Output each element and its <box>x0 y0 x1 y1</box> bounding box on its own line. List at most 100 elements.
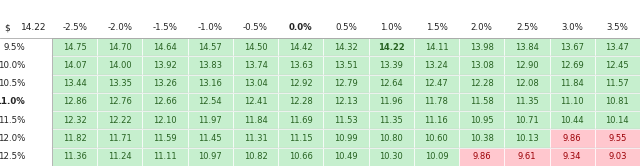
Text: 9.34: 9.34 <box>563 152 581 161</box>
Text: 3.0%: 3.0% <box>561 24 583 33</box>
Bar <box>414 129 459 148</box>
Text: 9.86: 9.86 <box>563 134 582 143</box>
Bar <box>504 129 550 148</box>
Bar <box>414 56 459 75</box>
Bar <box>97 111 143 129</box>
Text: 3.5%: 3.5% <box>607 24 628 33</box>
Text: 13.74: 13.74 <box>244 61 268 70</box>
Bar <box>278 111 323 129</box>
Text: 11.84: 11.84 <box>560 79 584 88</box>
Text: 13.26: 13.26 <box>153 79 177 88</box>
Text: 1.5%: 1.5% <box>426 24 447 33</box>
Text: 12.64: 12.64 <box>380 79 403 88</box>
Text: 10.0%: 10.0% <box>0 61 25 70</box>
Bar <box>323 148 369 166</box>
Text: 11.96: 11.96 <box>380 97 403 107</box>
Text: 10.60: 10.60 <box>424 134 449 143</box>
Bar <box>97 38 143 56</box>
Text: 11.78: 11.78 <box>424 97 449 107</box>
Text: 11.15: 11.15 <box>289 134 312 143</box>
Bar <box>504 38 550 56</box>
Text: 11.35: 11.35 <box>380 116 403 125</box>
Text: 10.5%: 10.5% <box>0 79 25 88</box>
Bar <box>459 111 504 129</box>
Bar <box>52 56 97 75</box>
Text: 13.83: 13.83 <box>198 61 222 70</box>
Text: 10.95: 10.95 <box>470 116 493 125</box>
Text: 12.13: 12.13 <box>334 97 358 107</box>
Bar <box>459 38 504 56</box>
Text: 12.08: 12.08 <box>515 79 539 88</box>
Text: 10.44: 10.44 <box>561 116 584 125</box>
Bar <box>550 75 595 93</box>
Bar <box>188 56 233 75</box>
Bar <box>233 75 278 93</box>
Bar <box>52 38 640 166</box>
Text: 13.63: 13.63 <box>289 61 313 70</box>
Bar <box>369 75 414 93</box>
Bar <box>323 129 369 148</box>
Text: 14.75: 14.75 <box>63 43 86 52</box>
Bar <box>278 56 323 75</box>
Text: 10.30: 10.30 <box>380 152 403 161</box>
Bar <box>0 56 52 75</box>
Text: $: $ <box>4 24 10 33</box>
Text: 13.92: 13.92 <box>153 61 177 70</box>
Bar <box>414 93 459 111</box>
Text: 11.0%: 11.0% <box>0 97 25 107</box>
Text: 13.84: 13.84 <box>515 43 539 52</box>
Text: 0.5%: 0.5% <box>335 24 357 33</box>
Bar <box>369 38 414 56</box>
Bar <box>369 93 414 111</box>
Text: 11.31: 11.31 <box>244 134 268 143</box>
Bar <box>0 75 52 93</box>
Text: 10.38: 10.38 <box>470 134 493 143</box>
Text: 13.44: 13.44 <box>63 79 86 88</box>
Bar <box>0 129 52 148</box>
Bar <box>97 148 143 166</box>
Text: 13.16: 13.16 <box>198 79 222 88</box>
Text: 13.51: 13.51 <box>334 61 358 70</box>
Text: 10.82: 10.82 <box>244 152 268 161</box>
Bar <box>595 93 640 111</box>
Text: 11.97: 11.97 <box>198 116 222 125</box>
Bar <box>52 148 97 166</box>
Bar <box>369 56 414 75</box>
Bar <box>595 111 640 129</box>
Text: 10.09: 10.09 <box>425 152 448 161</box>
Bar <box>595 148 640 166</box>
Bar <box>278 93 323 111</box>
Bar <box>97 129 143 148</box>
Text: 11.84: 11.84 <box>244 116 268 125</box>
Bar <box>595 56 640 75</box>
Text: 14.00: 14.00 <box>108 61 132 70</box>
Bar <box>143 93 188 111</box>
Text: 12.5%: 12.5% <box>0 152 25 161</box>
Bar <box>550 56 595 75</box>
Bar <box>459 75 504 93</box>
Bar <box>323 93 369 111</box>
Text: -2.5%: -2.5% <box>62 24 87 33</box>
Text: 11.35: 11.35 <box>515 97 539 107</box>
Text: 14.70: 14.70 <box>108 43 132 52</box>
Bar <box>233 129 278 148</box>
Text: 12.41: 12.41 <box>244 97 268 107</box>
Bar <box>143 38 188 56</box>
Bar <box>97 56 143 75</box>
Text: 14.42: 14.42 <box>289 43 312 52</box>
Bar <box>0 93 52 111</box>
Bar <box>233 111 278 129</box>
Text: 11.53: 11.53 <box>334 116 358 125</box>
Text: 12.86: 12.86 <box>63 97 86 107</box>
Bar <box>369 129 414 148</box>
Text: 10.66: 10.66 <box>289 152 313 161</box>
Bar <box>504 148 550 166</box>
Text: 12.66: 12.66 <box>153 97 177 107</box>
Bar <box>143 129 188 148</box>
Bar <box>143 56 188 75</box>
Text: 9.03: 9.03 <box>608 152 627 161</box>
Bar <box>504 93 550 111</box>
Bar <box>504 75 550 93</box>
Bar <box>188 93 233 111</box>
Text: 11.45: 11.45 <box>198 134 222 143</box>
